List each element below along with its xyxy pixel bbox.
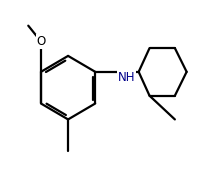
Text: O: O xyxy=(36,35,46,48)
Text: NH: NH xyxy=(118,71,135,84)
